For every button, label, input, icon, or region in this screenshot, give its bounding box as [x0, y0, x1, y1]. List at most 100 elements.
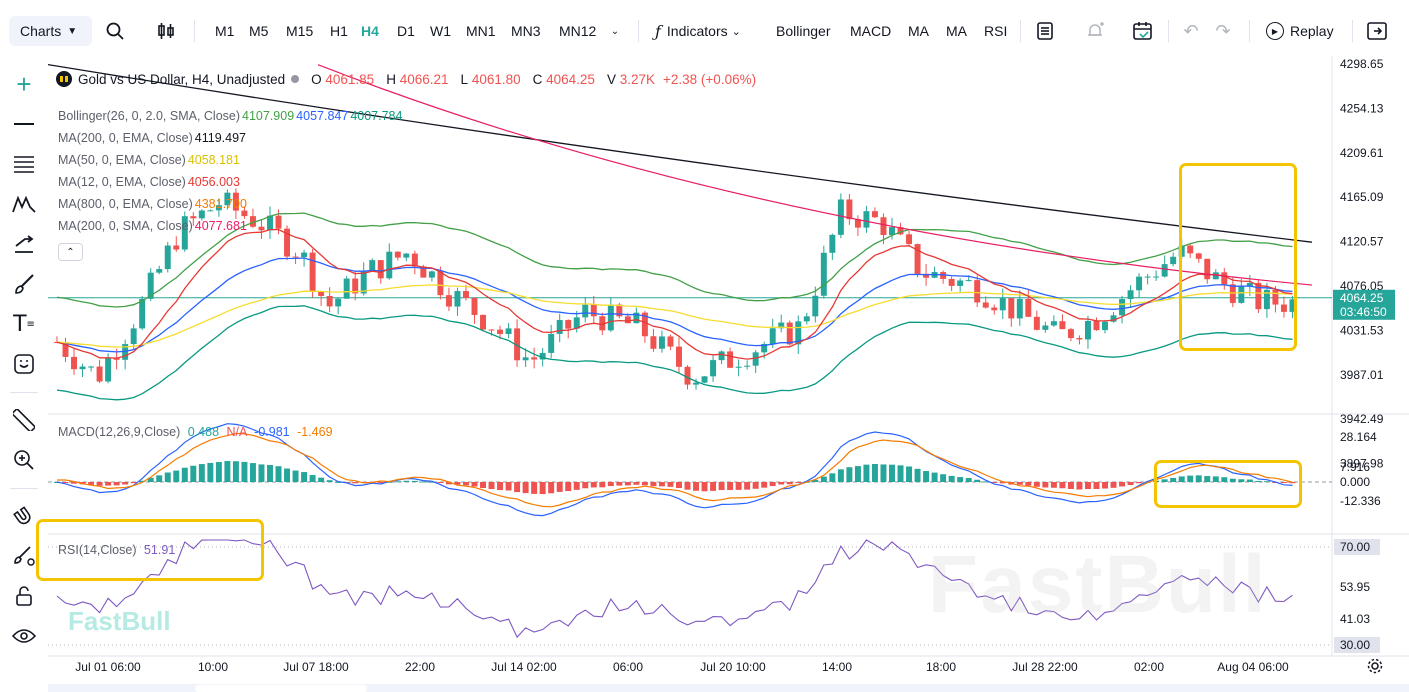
forecast-icon[interactable]: [8, 228, 40, 260]
timeframe-m5[interactable]: M5: [249, 23, 269, 39]
rsi-legend: RSI(14,Close) 51.91: [58, 543, 175, 557]
macd-histogram-bar: [318, 477, 325, 482]
macd-histogram-bar: [1110, 482, 1117, 488]
indicator-legend-row[interactable]: Bollinger(26, 0, 2.0, SMA, Close) 4107.90…: [58, 109, 402, 123]
emoji-icon[interactable]: [8, 348, 40, 380]
candle-body: [727, 351, 734, 368]
quick-indicator-ma-3[interactable]: MA: [946, 23, 967, 39]
indicator-legend-row[interactable]: MA(12, 0, EMA, Close) 4056.003: [58, 175, 240, 189]
indicator-legend-row[interactable]: MA(200, 0, SMA, Close) 4077.681: [58, 219, 247, 233]
fullscreen-icon[interactable]: [1366, 20, 1388, 42]
ma200-ema-line: [48, 64, 1313, 243]
alert-icon[interactable]: [1084, 20, 1106, 42]
undo-icon[interactable]: ↶: [1183, 20, 1199, 41]
eye-icon[interactable]: [8, 620, 40, 652]
candle-body: [1161, 264, 1168, 277]
candle-body: [914, 244, 921, 274]
macd-histogram-bar: [130, 482, 137, 484]
indicator-legend-row[interactable]: MA(800, 0, EMA, Close) 4381.700: [58, 197, 247, 211]
timeframe-m1[interactable]: M1: [215, 23, 235, 39]
candle-body: [105, 358, 112, 382]
replay-button[interactable]: ▶ Replay: [1266, 16, 1334, 46]
candle-body: [241, 210, 248, 217]
macd-histogram-bar: [113, 482, 120, 486]
candle-body: [1263, 289, 1270, 310]
macd-histogram-bar: [1221, 477, 1228, 482]
chart-canvas[interactable]: 4298.65 4254.13 4209.61 4165.09 4120.57 4076.…: [48, 56, 1409, 692]
indicator-name: MA(200, 0, EMA, Close): [58, 131, 193, 145]
timeframe-d1[interactable]: D1: [397, 23, 415, 39]
pattern-icon[interactable]: [8, 188, 40, 220]
quick-indicator-macd-1[interactable]: MACD: [850, 23, 892, 39]
macd-histogram-bar: [420, 481, 427, 483]
candles-icon[interactable]: [155, 20, 177, 42]
timeframe-m15[interactable]: M15: [286, 23, 314, 39]
price-axis-label: 4254.13: [1340, 101, 1384, 115]
charts-menu-button[interactable]: Charts ▼: [9, 16, 92, 46]
candle-body: [1084, 321, 1091, 340]
macd-histogram-bar: [931, 472, 938, 482]
macd-histogram-bar: [1161, 479, 1168, 482]
low-label: L: [460, 71, 469, 87]
bollinger-middle-line: [56, 257, 1293, 353]
brush-icon[interactable]: [8, 268, 40, 300]
rsi-axis-label: 53.95: [1340, 580, 1370, 594]
text-tool-icon[interactable]: T ≡: [13, 311, 35, 337]
macd-histogram-bar: [871, 463, 878, 482]
open-value: 4061.85: [325, 71, 375, 87]
gear-icon[interactable]: [1366, 657, 1384, 675]
search-icon[interactable]: [104, 20, 126, 42]
indicator-legend-row[interactable]: MA(50, 0, EMA, Close) 4058.181: [58, 153, 240, 167]
timeframe-h4[interactable]: H4: [361, 23, 379, 39]
indicator-value: 4381.700: [194, 197, 247, 211]
indicators-button[interactable]: ƒ Indicators ⌄: [655, 16, 741, 46]
redo-icon[interactable]: ↷: [1215, 20, 1231, 41]
macd-histogram-bar: [582, 482, 589, 489]
calendar-icon[interactable]: [1132, 20, 1154, 42]
replay-icon: ▶: [1266, 22, 1284, 40]
time-axis-label: 02:00: [1134, 660, 1164, 674]
candle-body: [1093, 321, 1100, 331]
candle-body: [761, 344, 768, 353]
macd-histogram-bar: [241, 461, 248, 482]
chevron-down-icon[interactable]: ⌄: [610, 25, 620, 37]
indicator-legend-row[interactable]: MA(200, 0, EMA, Close) 4119.497: [58, 131, 246, 145]
candle-body: [190, 216, 197, 219]
quick-indicator-bollinger-0[interactable]: Bollinger: [776, 23, 831, 39]
macd-histogram-bar: [122, 482, 129, 485]
quick-indicator-ma-2[interactable]: MA: [908, 23, 929, 39]
candle-body: [1136, 276, 1143, 291]
volume-label: V: [606, 71, 616, 87]
macd-histogram-bar: [531, 482, 538, 494]
candle-body: [880, 217, 887, 236]
timeframe-mn1[interactable]: MN1: [466, 23, 496, 39]
chart-area[interactable]: 4298.65 4254.13 4209.61 4165.09 4120.57 4076.…: [36, 56, 1409, 692]
current-price-label: 4064.25: [1340, 291, 1384, 305]
magnet-icon[interactable]: [8, 500, 40, 532]
macd-histogram-bar: [462, 482, 469, 486]
crosshair-icon[interactable]: +: [16, 68, 32, 99]
timeframe-h1[interactable]: H1: [330, 23, 348, 39]
quick-indicator-rsi-4[interactable]: RSI: [984, 23, 1008, 39]
timeframe-mn3[interactable]: MN3: [511, 23, 541, 39]
timeframe-w1[interactable]: W1: [430, 23, 451, 39]
collapse-legend-button[interactable]: ⌃: [58, 243, 83, 261]
time-axis-label: Jul 20 10:00: [700, 660, 766, 674]
macd-histogram-bar: [352, 482, 359, 484]
trend-line-icon[interactable]: [8, 108, 40, 140]
fib-lines-icon[interactable]: [8, 148, 40, 180]
time-axis-label: 10:00: [198, 660, 228, 674]
zoom-in-icon[interactable]: [8, 444, 40, 476]
candle-body: [820, 252, 827, 296]
lock-icon[interactable]: [8, 580, 40, 612]
macd-histogram-bar: [497, 482, 504, 491]
macd-histogram-bar: [982, 481, 989, 483]
timeframe-mn12[interactable]: MN12: [559, 23, 597, 39]
macd-histogram-bar: [1255, 480, 1262, 482]
stay-drawing-icon[interactable]: [8, 540, 40, 572]
ruler-icon[interactable]: [8, 404, 40, 436]
layout-icon[interactable]: [1034, 20, 1056, 42]
price-axis-label: 3942.49: [1340, 412, 1384, 426]
bollinger-upper-line: [56, 212, 1293, 308]
candle-body: [1076, 337, 1083, 340]
